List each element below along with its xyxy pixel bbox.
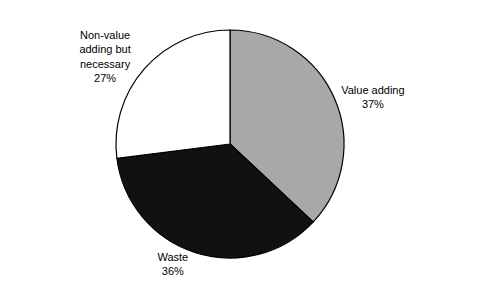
- svg-text:Value adding37%: Value adding37%: [341, 84, 404, 110]
- svg-text:Waste36%: Waste36%: [157, 251, 188, 277]
- svg-text:Non-valueadding butnecessary27: Non-valueadding butnecessary27%: [79, 29, 130, 84]
